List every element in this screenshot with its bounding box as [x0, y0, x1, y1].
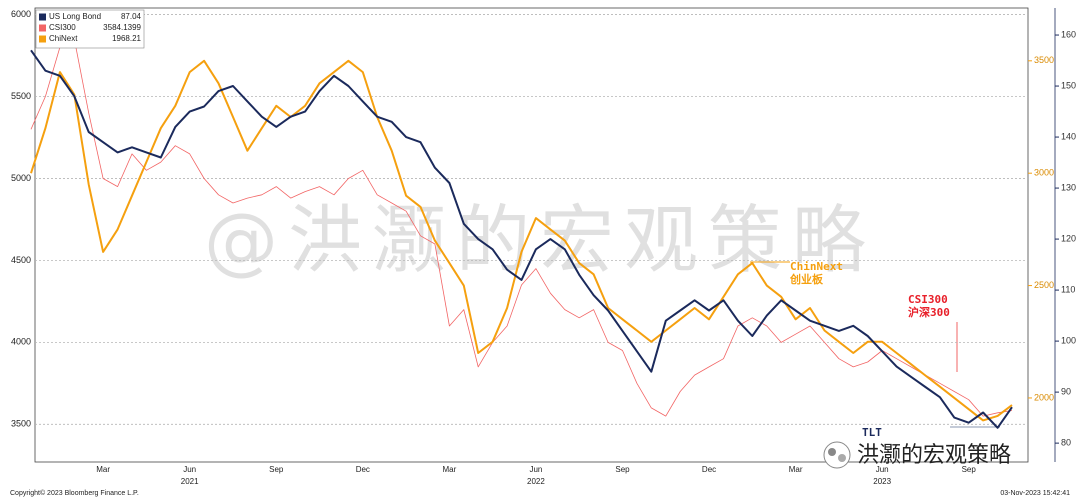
x-year-label: 2021	[181, 477, 199, 486]
copyright: Copyright© 2023 Bloomberg Finance L.P.	[10, 489, 139, 497]
y-tick-label: 3500	[11, 419, 31, 429]
annotation: CSI300	[908, 293, 948, 306]
x-year-label: 2022	[527, 477, 545, 486]
legend-label: ChiNext	[49, 34, 78, 43]
series-line	[30, 59, 1013, 422]
x-tick-label: Jun	[529, 465, 542, 474]
annotation: 沪深300	[908, 305, 950, 319]
annotation: TLT	[862, 426, 882, 439]
legend-label: CSI300	[49, 23, 76, 32]
x-tick-label: Dec	[702, 465, 716, 474]
y3-tick-label: 140	[1061, 131, 1076, 141]
y-tick-label: 5500	[11, 91, 31, 101]
y3-tick-label: 130	[1061, 182, 1076, 192]
legend-label: US Long Bond	[49, 12, 101, 21]
legend-swatch	[39, 24, 46, 32]
x-year-label: 2023	[873, 477, 891, 486]
watermark: @洪灏的宏观策略	[204, 198, 876, 284]
y2-tick-label: 2000	[1034, 392, 1054, 402]
x-tick-label: Mar	[789, 465, 803, 474]
legend-swatch	[39, 35, 46, 43]
y-tick-label: 4500	[11, 255, 31, 265]
x-tick-label: Sep	[962, 465, 977, 474]
logo-text: 洪灏的宏观策略	[857, 443, 1011, 468]
logo: 洪灏的宏观策略	[823, 441, 1011, 469]
x-tick-label: Dec	[356, 465, 370, 474]
y2-tick-label: 3500	[1034, 55, 1054, 65]
y3-tick-label: 90	[1061, 386, 1071, 396]
legend-value: 1968.21	[112, 34, 141, 43]
legend: US Long Bond 87.04 CSI300 3584.1399 ChiNext 1…	[35, 9, 145, 49]
logo-icon	[828, 448, 836, 456]
timestamp: 03-Nov-2023 15:42:41	[1000, 490, 1070, 497]
series-line	[30, 49, 1013, 429]
legend-swatch	[39, 13, 46, 21]
y-tick-label: 6000	[11, 9, 31, 19]
y3-tick-label: 110	[1061, 284, 1075, 294]
x-tick-label: Jun	[876, 465, 889, 474]
plot-area	[34, 7, 1029, 463]
legend-box	[35, 9, 145, 49]
logo-icon	[838, 454, 846, 462]
y-tick-label: 5000	[11, 173, 31, 183]
annotation: 创业板	[789, 272, 824, 286]
y2-tick-label: 3000	[1034, 168, 1054, 178]
y3-tick-label: 150	[1061, 80, 1076, 90]
annotation: ChinNext	[790, 260, 843, 273]
x-tick-label: Mar	[442, 465, 456, 474]
x-tick-label: Mar	[96, 465, 110, 474]
logo-icon	[823, 441, 851, 469]
y3-tick-label: 120	[1061, 233, 1076, 243]
x-tick-label: Jun	[183, 465, 196, 474]
x-tick-label: Sep	[269, 465, 284, 474]
y3-tick-label: 100	[1061, 335, 1076, 345]
y2-tick-label: 2500	[1034, 280, 1054, 290]
x-tick-label: Sep	[615, 465, 630, 474]
series-line	[30, 38, 1013, 417]
legend-value: 87.04	[121, 12, 142, 21]
y3-tick-label: 160	[1061, 29, 1076, 39]
y3-tick-label: 80	[1061, 438, 1071, 448]
legend-value: 3584.1399	[103, 23, 141, 32]
y-tick-label: 4000	[11, 337, 31, 347]
